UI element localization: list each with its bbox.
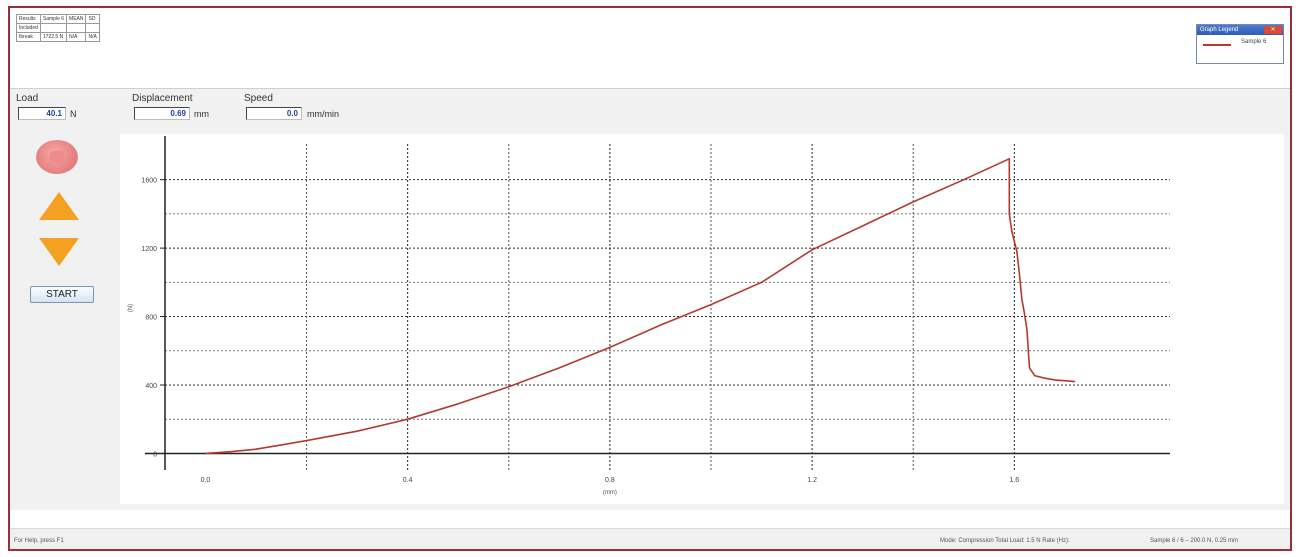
y-tick-label: 800 xyxy=(145,315,157,322)
legend-series-swatch xyxy=(1203,44,1231,46)
results-cell: MEAN xyxy=(66,14,87,24)
results-cell: Results xyxy=(16,14,41,24)
close-icon[interactable]: ✕ xyxy=(1264,26,1282,34)
results-cell xyxy=(85,23,100,33)
status-help-text: For Help, press F1 xyxy=(14,538,64,544)
displacement-label: Displacement xyxy=(132,93,193,104)
graph-legend-window[interactable]: Graph Legend ✕ Sample 6 xyxy=(1196,24,1284,64)
results-cell: N/A xyxy=(66,32,87,42)
displacement-unit: mm xyxy=(194,109,209,119)
status-bar: For Help, press F1 Mode: Compression Tot… xyxy=(10,528,1290,549)
y-tick-label: 0 xyxy=(153,451,157,458)
arrow-down-icon[interactable] xyxy=(39,238,79,266)
readout-bar: Load 40.1 N Displacement 0.69 mm Speed 0… xyxy=(10,88,1290,130)
series-line-sample-6 xyxy=(205,157,1076,455)
x-axis-label: (mm) xyxy=(603,490,617,496)
stop-icon[interactable] xyxy=(36,140,78,174)
x-tick-label: 0.8 xyxy=(605,477,615,484)
results-cell xyxy=(39,23,68,33)
results-row: Ibreak 1722.5 N N/A N/A xyxy=(16,32,100,42)
legend-title: Graph Legend xyxy=(1200,27,1239,33)
legend-series-label: Sample 6 xyxy=(1241,39,1267,45)
x-tick-label: 0.4 xyxy=(403,477,413,484)
plot-frame: 0.0 0.4 0.8 1.2 1.6 0 400 800 1200 1600 (mm) (N) xyxy=(108,130,1290,510)
status-sample-text: Sample 6 / 6 – 200.0 N, 0.25 mm xyxy=(1150,538,1239,544)
start-button[interactable]: START xyxy=(30,286,94,303)
y-tick-label: 1200 xyxy=(141,246,157,253)
load-unit: N xyxy=(70,109,77,119)
displacement-value: 0.69 xyxy=(134,107,190,120)
speed-unit: mm/min xyxy=(307,109,339,119)
speed-value: 0.0 xyxy=(246,107,302,120)
x-tick-label: 1.2 xyxy=(807,477,817,484)
y-tick-label: 400 xyxy=(145,383,157,390)
y-axis-label: (N) xyxy=(128,304,134,312)
y-tick-label: 1600 xyxy=(141,178,157,185)
results-cell: SD xyxy=(85,14,100,24)
speed-label: Speed xyxy=(244,93,273,104)
results-row: Included xyxy=(16,23,100,33)
results-cell: Sample 6 xyxy=(39,14,68,24)
load-value: 40.1 xyxy=(18,107,66,120)
app-window: Results Sample 6 MEAN SD Included Ibreak 1722.… xyxy=(8,6,1292,551)
x-tick-label: 1.6 xyxy=(1009,477,1019,484)
results-cell: N/A xyxy=(85,32,100,42)
x-tick-label: 0.0 xyxy=(201,477,211,484)
results-cell: 1722.5 N xyxy=(39,32,68,42)
results-cell: Included xyxy=(16,23,41,33)
results-cell: Ibreak xyxy=(16,32,41,42)
control-panel: START xyxy=(10,130,108,510)
status-mode-text: Mode: Compression Total Load: 1.5 N Rate… xyxy=(940,538,1070,544)
results-row: Results Sample 6 MEAN SD xyxy=(16,14,100,24)
results-cell xyxy=(66,23,87,33)
load-displacement-chart: 0.0 0.4 0.8 1.2 1.6 0 400 800 1200 1600 (mm) (N) xyxy=(120,134,1284,504)
arrow-up-icon[interactable] xyxy=(39,192,79,220)
results-table: Results Sample 6 MEAN SD Included Ibreak 1722.… xyxy=(16,14,100,42)
legend-titlebar[interactable]: Graph Legend ✕ xyxy=(1197,25,1283,35)
load-label: Load xyxy=(16,93,39,104)
